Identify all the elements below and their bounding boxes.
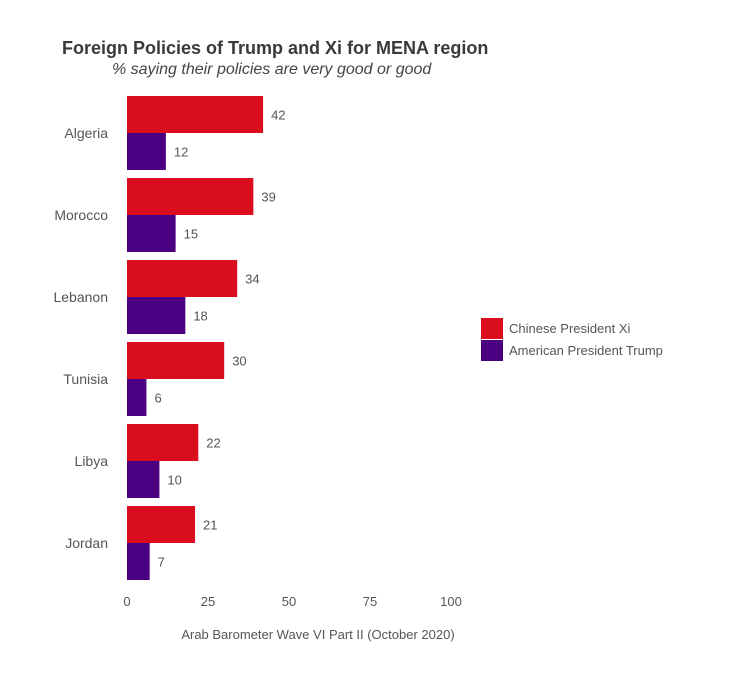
category-label-morocco: Morocco: [54, 207, 108, 223]
bar-libya-american-president-trump: [127, 461, 160, 498]
category-label-jordan: Jordan: [65, 535, 108, 551]
bar-tunisia-chinese-president-xi: [127, 342, 225, 379]
chart-title: Foreign Policies of Trump and Xi for MEN…: [62, 38, 489, 58]
x-tick-label-50: 50: [282, 594, 296, 609]
data-label-libya-american-president-trump: 10: [167, 473, 181, 488]
x-tick-label-75: 75: [363, 594, 377, 609]
data-label-jordan-american-president-trump: 7: [158, 555, 165, 570]
bar-jordan-chinese-president-xi: [127, 506, 196, 543]
bar-algeria-american-president-trump: [127, 133, 166, 170]
bar-tunisia-american-president-trump: [127, 379, 147, 416]
legend-swatch-american-president-trump: [481, 340, 503, 361]
data-label-algeria-chinese-president-xi: 42: [271, 108, 285, 123]
category-label-tunisia: Tunisia: [63, 371, 108, 387]
data-label-morocco-american-president-trump: 15: [184, 227, 198, 242]
legend-swatch-chinese-president-xi: [481, 318, 503, 339]
x-tick-label-25: 25: [201, 594, 215, 609]
bar-lebanon-chinese-president-xi: [127, 260, 238, 297]
x-tick-label-100: 100: [440, 594, 462, 609]
data-label-tunisia-american-president-trump: 6: [154, 391, 161, 406]
data-label-morocco-chinese-president-xi: 39: [261, 190, 275, 205]
legend-label-chinese-president-xi: Chinese President Xi: [509, 321, 631, 336]
data-label-tunisia-chinese-president-xi: 30: [232, 354, 246, 369]
legend-label-american-president-trump: American President Trump: [509, 343, 663, 358]
data-label-lebanon-american-president-trump: 18: [193, 309, 207, 324]
data-label-libya-chinese-president-xi: 22: [206, 436, 220, 451]
bar-morocco-american-president-trump: [127, 215, 176, 252]
data-label-jordan-chinese-president-xi: 21: [203, 518, 217, 533]
category-label-algeria: Algeria: [64, 125, 108, 141]
bar-libya-chinese-president-xi: [127, 424, 199, 461]
bar-morocco-chinese-president-xi: [127, 178, 254, 215]
category-label-lebanon: Lebanon: [53, 289, 108, 305]
bar-algeria-chinese-president-xi: [127, 96, 264, 133]
data-label-algeria-american-president-trump: 12: [174, 145, 188, 160]
chart-caption: Arab Barometer Wave VI Part II (October …: [181, 627, 455, 642]
category-label-libya: Libya: [75, 453, 109, 469]
data-label-lebanon-chinese-president-xi: 34: [245, 272, 259, 287]
bar-lebanon-american-president-trump: [127, 297, 186, 334]
bar-jordan-american-president-trump: [127, 543, 150, 580]
x-tick-label-0: 0: [123, 594, 130, 609]
chart-subtitle: % saying their policies are very good or…: [112, 61, 432, 78]
